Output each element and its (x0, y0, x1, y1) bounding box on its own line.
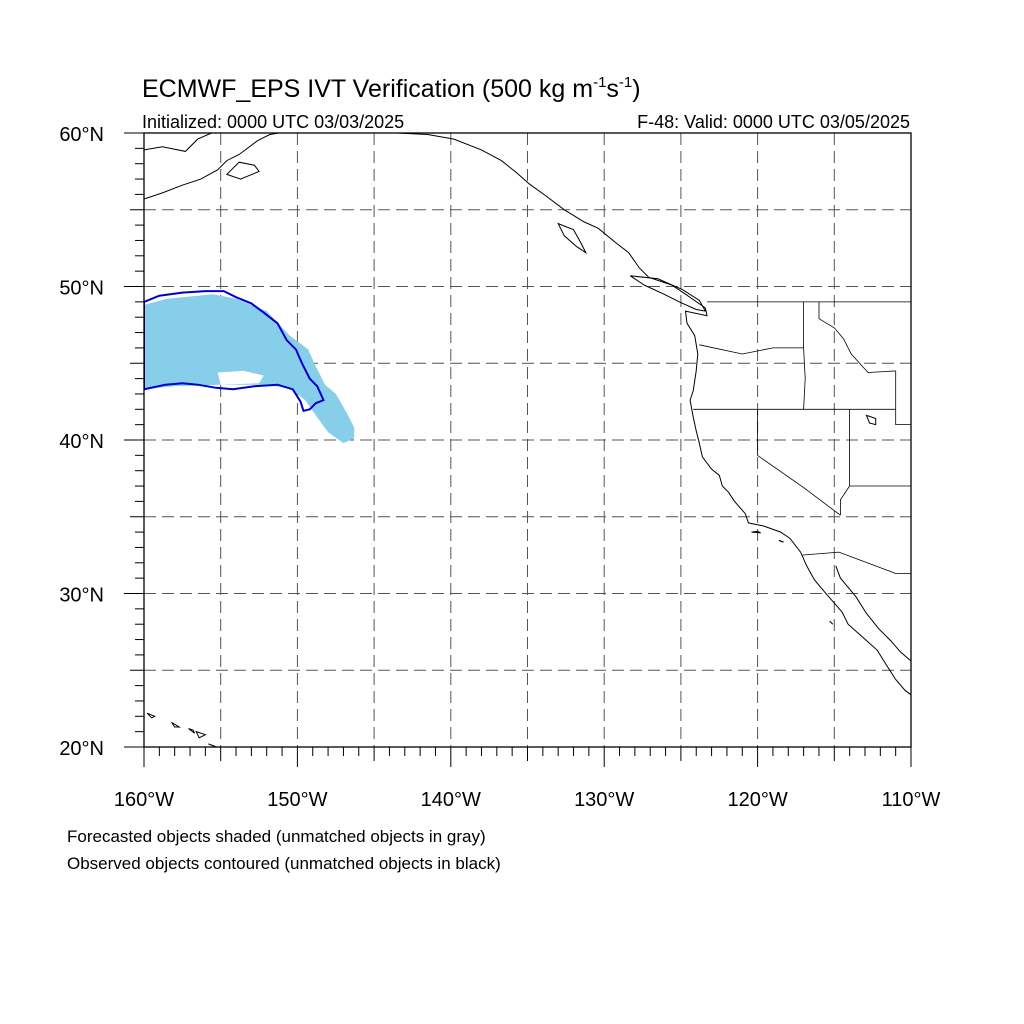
lat-label: 60°N (59, 124, 104, 146)
island (778, 540, 784, 543)
lon-label: 150°W (267, 789, 327, 811)
coastline-alaska (144, 133, 280, 200)
state-border (699, 344, 804, 355)
forecast-footnote: Forecasted objects shaded (unmatched obj… (67, 827, 486, 846)
graticule (144, 133, 911, 747)
lon-label: 160°W (114, 789, 174, 811)
ivt-objects (144, 290, 355, 444)
lat-label: 20°N (59, 738, 104, 760)
state-border (757, 409, 841, 516)
lon-label: 140°W (421, 789, 481, 811)
hawaii-island (171, 721, 182, 728)
forecast-object-gap (217, 370, 264, 385)
coastline-gulf-east (835, 565, 911, 662)
political-borders (693, 301, 911, 574)
lat-label: 40°N (59, 431, 104, 453)
hawaii-island (208, 743, 219, 747)
vancouver-island (630, 275, 707, 312)
great-salt-lake (865, 414, 877, 426)
observed-object-contour (144, 290, 325, 412)
valid-label: F-48: Valid: 0000 UTC 03/05/2025 (637, 112, 910, 132)
hawaii-island (146, 712, 156, 719)
lon-label: 110°W (882, 789, 941, 811)
observed-footnote: Observed objects contoured (unmatched ob… (67, 854, 501, 873)
lon-label: 120°W (727, 789, 787, 811)
coastline-se-alaska-bc (358, 133, 911, 696)
map-plot-area (144, 133, 911, 747)
coastlines (144, 133, 911, 747)
coastline-alaska-2 (144, 133, 212, 152)
initialized-label: Initialized: 0000 UTC 03/03/2025 (142, 112, 404, 132)
hawaii-island (195, 730, 207, 739)
lat-label: 50°N (59, 278, 104, 300)
state-border (818, 301, 896, 373)
axis-ticks (124, 132, 912, 767)
kodiak (225, 161, 260, 180)
forecast-object-shading (144, 294, 355, 444)
lon-label: 130°W (574, 789, 634, 811)
island (829, 620, 834, 625)
state-border (895, 370, 911, 426)
state-border (840, 409, 850, 516)
haida-gwaii (557, 222, 588, 255)
state-border (802, 551, 911, 574)
figure-title: ECMWF_EPS IVT Verification (500 kg m-1s-… (142, 74, 641, 103)
hawaii-island (188, 728, 196, 734)
axis-labels: 60°N 50°N 40°N 30°N 20°N 160°W 150°W 140°W 130°W… (59, 124, 940, 811)
lat-label: 30°N (59, 585, 104, 607)
island (751, 530, 761, 534)
state-border (803, 301, 806, 410)
